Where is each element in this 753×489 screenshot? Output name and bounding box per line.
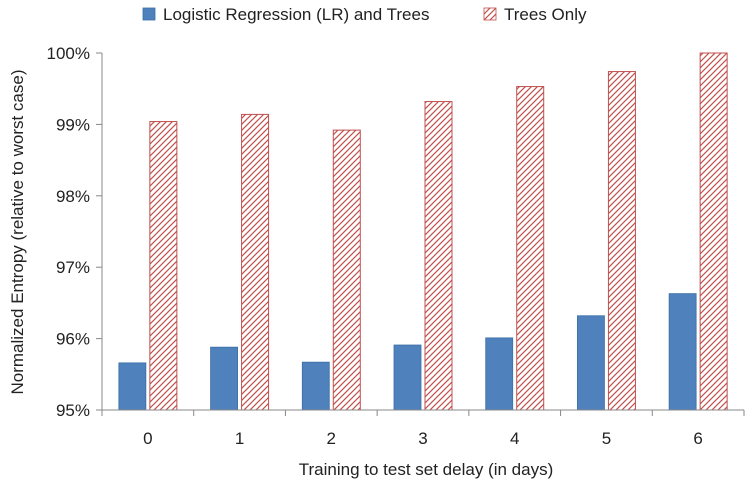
bar-lr-and-trees [668, 293, 697, 411]
x-tick-label: 0 [143, 429, 152, 448]
bar-lr-and-trees [210, 346, 238, 411]
y-tick-label: 96% [56, 330, 90, 349]
bar-trees-only [424, 101, 453, 411]
bar-lr-and-trees [485, 337, 514, 411]
legend: Logistic Regression (LR) and Trees Trees… [142, 5, 587, 24]
bar-trees-only [607, 71, 636, 411]
bars [118, 52, 728, 411]
y-axis-title: Normalized Entropy (relative to worst ca… [8, 69, 27, 394]
legend-swatch-trees-only [483, 7, 497, 21]
legend-label-trees-only: Trees Only [504, 5, 587, 24]
x-axis-title: Training to test set delay (in days) [299, 460, 554, 479]
x-tick-label: 5 [602, 429, 611, 448]
bar-trees-only [516, 86, 545, 411]
y-tick-label: 99% [56, 115, 90, 134]
x-tick-label: 4 [510, 429, 519, 448]
bar-trees-only [149, 121, 178, 411]
x-tick-label: 6 [693, 429, 702, 448]
x-tick-label: 3 [418, 429, 427, 448]
bar-trees-only [699, 52, 728, 411]
legend-swatch-lr-and-trees [142, 7, 156, 21]
x-tick-label: 2 [327, 429, 336, 448]
x-axis-ticks: 0 1 2 3 4 5 6 [101, 410, 745, 448]
y-tick-label: 95% [56, 401, 90, 420]
y-tick-label: 98% [56, 187, 90, 206]
bar-trees-only [332, 129, 361, 411]
legend-label-lr-and-trees: Logistic Regression (LR) and Trees [163, 5, 429, 24]
bar-lr-and-trees [393, 344, 422, 411]
bar-lr-and-trees [301, 361, 330, 411]
y-axis-ticks: 95% 96% 97% 98% 99% 100% [47, 44, 102, 420]
y-tick-label: 100% [47, 44, 90, 63]
y-tick-label: 97% [56, 258, 90, 277]
bar-trees-only [241, 113, 270, 411]
x-tick-label: 1 [235, 429, 244, 448]
bar-lr-and-trees [118, 362, 147, 411]
bar-lr-and-trees [577, 315, 605, 411]
